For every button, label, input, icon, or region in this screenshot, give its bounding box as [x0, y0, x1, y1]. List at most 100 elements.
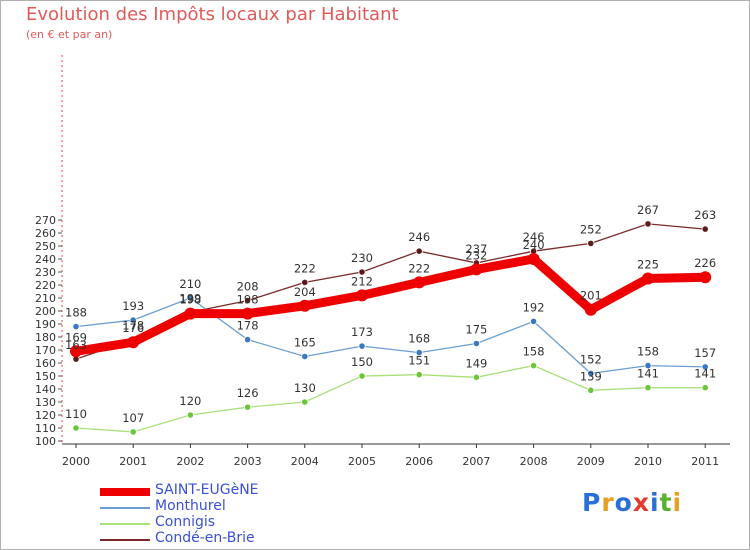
data-label: 168	[408, 332, 430, 346]
y-tick-label: 270	[35, 214, 56, 227]
legend-swatch	[100, 523, 150, 525]
x-tick-label: 2006	[405, 455, 433, 468]
data-point	[644, 220, 652, 228]
data-point	[644, 361, 652, 370]
data-label: 176	[122, 321, 144, 335]
data-label: 120	[179, 394, 201, 408]
logo-letter: x	[632, 488, 650, 517]
data-label: 267	[637, 203, 659, 217]
logo-letter: o	[614, 488, 633, 517]
y-tick-label: 250	[35, 240, 56, 253]
data-label: 110	[65, 407, 87, 421]
data-point	[415, 348, 423, 357]
data-label: 193	[122, 299, 144, 313]
data-label: 204	[294, 285, 316, 299]
data-label: 157	[694, 346, 716, 360]
data-label: 263	[694, 208, 716, 222]
data-label: 222	[294, 261, 316, 275]
data-label: 226	[694, 256, 716, 270]
data-point	[129, 428, 137, 436]
legend-label: Connigis	[155, 514, 216, 530]
logo-letter: i	[672, 488, 683, 517]
x-tick-label: 2010	[634, 455, 662, 468]
data-point	[186, 411, 194, 419]
y-tick-label: 170	[35, 344, 56, 357]
data-point	[72, 322, 80, 331]
data-point	[644, 384, 652, 392]
data-label: 198	[179, 293, 201, 307]
data-point	[301, 398, 309, 406]
y-tick-label: 140	[35, 383, 56, 396]
y-tick-label: 120	[35, 409, 56, 422]
data-label: 225	[637, 258, 659, 272]
data-point	[472, 373, 480, 381]
data-label: 208	[237, 280, 259, 294]
data-label: 173	[351, 325, 373, 339]
data-point	[584, 303, 597, 316]
y-tick-label: 220	[35, 279, 56, 292]
data-label: 141	[637, 367, 659, 381]
data-label: 201	[580, 289, 602, 303]
data-point	[70, 345, 82, 358]
data-label: 169	[65, 330, 87, 344]
data-label: 165	[294, 336, 316, 350]
y-tick-label: 160	[35, 357, 56, 370]
data-point	[127, 336, 140, 349]
data-point	[244, 296, 252, 305]
x-tick-label: 2004	[291, 455, 319, 468]
data-label: 158	[523, 345, 545, 359]
data-point	[184, 307, 197, 320]
y-tick-label: 260	[35, 227, 56, 240]
y-tick-label: 230	[35, 266, 56, 279]
y-tick-label: 130	[35, 396, 56, 409]
data-point	[301, 278, 309, 286]
x-tick-label: 2002	[176, 455, 204, 468]
y-tick-label: 180	[35, 331, 56, 344]
data-point	[415, 247, 423, 255]
legend-swatch	[100, 488, 150, 496]
data-label: 149	[465, 356, 487, 370]
x-tick-label: 2011	[691, 455, 719, 468]
data-point	[470, 263, 483, 276]
data-label: 192	[523, 300, 545, 314]
logo-letter: r	[601, 488, 615, 517]
data-label: 150	[351, 355, 373, 369]
data-point	[358, 372, 366, 380]
data-point	[587, 239, 595, 247]
data-point	[472, 339, 480, 348]
data-point	[358, 342, 366, 350]
data-point	[529, 361, 538, 370]
data-label: 163	[65, 338, 87, 352]
data-label: 152	[580, 352, 602, 366]
data-point	[241, 307, 254, 320]
data-point	[529, 317, 538, 325]
data-point	[527, 253, 540, 265]
data-point	[587, 386, 595, 394]
data-label: 139	[580, 369, 602, 383]
data-point	[72, 424, 80, 432]
data-label: 246	[408, 230, 430, 244]
x-tick-label: 2007	[462, 455, 490, 468]
data-label: 240	[523, 238, 545, 252]
x-tick-label: 2005	[348, 455, 376, 468]
data-point	[415, 371, 423, 379]
data-label: 151	[408, 354, 430, 368]
series-line	[75, 297, 706, 375]
data-label: 212	[351, 274, 373, 288]
data-point	[699, 271, 712, 284]
series-line	[75, 364, 706, 433]
data-label: 199	[179, 291, 201, 305]
data-label: 141	[694, 367, 716, 381]
data-label: 188	[65, 306, 87, 320]
y-tick-label: 210	[35, 292, 56, 305]
logo-letter: P	[582, 488, 602, 517]
data-label: 232	[465, 248, 487, 262]
data-point	[587, 369, 595, 377]
legend-label: Condé-en-Brie	[155, 530, 255, 546]
data-label: 252	[580, 222, 602, 236]
x-tick-label: 2000	[62, 455, 90, 468]
x-tick-label: 2008	[520, 455, 548, 468]
data-point	[642, 272, 654, 285]
y-tick-label: 200	[35, 305, 56, 318]
